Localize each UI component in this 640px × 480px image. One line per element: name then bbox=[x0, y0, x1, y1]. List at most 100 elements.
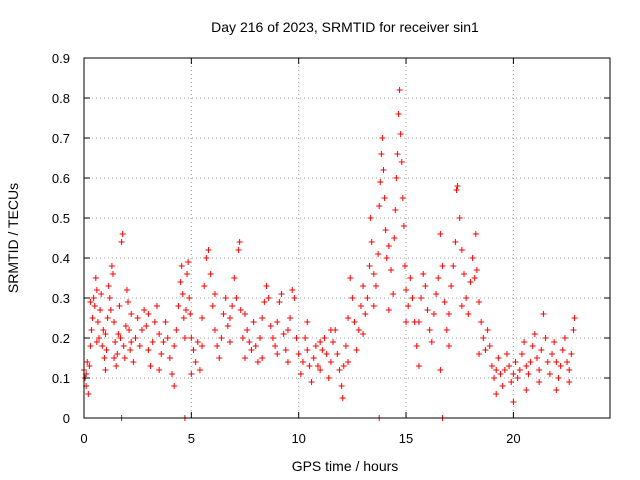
data-point bbox=[138, 327, 145, 333]
data-point bbox=[540, 311, 547, 317]
data-point bbox=[304, 319, 311, 325]
data-point bbox=[99, 343, 106, 349]
data-point bbox=[287, 315, 294, 321]
y-tick-label: 0.2 bbox=[52, 331, 70, 346]
data-point bbox=[101, 355, 108, 361]
data-point bbox=[538, 347, 545, 353]
data-point bbox=[327, 327, 334, 333]
data-point bbox=[396, 87, 403, 93]
data-point bbox=[561, 335, 568, 341]
tick-layer: 0 0.1 0.2 0.3 0.4 0.5 0.6 0.7 0.8 0.9 0 5 10 15 20 bbox=[52, 51, 610, 446]
data-point bbox=[220, 311, 227, 317]
data-point bbox=[261, 299, 268, 305]
data-points bbox=[81, 87, 578, 421]
data-point bbox=[439, 263, 446, 269]
data-point bbox=[330, 339, 337, 345]
data-point bbox=[274, 319, 281, 325]
data-point bbox=[187, 311, 194, 317]
data-point bbox=[510, 371, 517, 377]
data-point bbox=[104, 315, 111, 321]
data-point bbox=[394, 151, 401, 157]
data-point bbox=[203, 255, 210, 261]
data-point bbox=[211, 291, 218, 297]
data-point bbox=[420, 271, 427, 277]
data-point bbox=[224, 323, 231, 329]
data-point bbox=[393, 175, 400, 181]
y-tick-label: 0.5 bbox=[52, 211, 70, 226]
data-point bbox=[397, 131, 404, 137]
data-point bbox=[401, 263, 408, 269]
data-point bbox=[497, 371, 504, 377]
data-point bbox=[145, 347, 152, 353]
data-point bbox=[237, 307, 244, 313]
data-point bbox=[531, 331, 538, 337]
data-point bbox=[297, 371, 304, 377]
data-point bbox=[222, 295, 229, 301]
data-point bbox=[488, 363, 495, 369]
data-point bbox=[546, 371, 553, 377]
data-point bbox=[564, 359, 571, 365]
data-point bbox=[557, 363, 564, 369]
y-tick-label: 0 bbox=[63, 411, 70, 426]
data-point bbox=[415, 319, 422, 325]
data-point bbox=[199, 315, 206, 321]
data-point bbox=[295, 351, 302, 357]
data-point bbox=[88, 327, 95, 333]
data-point bbox=[499, 383, 506, 389]
data-point bbox=[84, 359, 91, 365]
data-point bbox=[380, 167, 387, 173]
data-point bbox=[342, 343, 349, 349]
data-point bbox=[181, 335, 188, 341]
grid-layer bbox=[84, 58, 610, 418]
data-point bbox=[345, 359, 352, 365]
data-point bbox=[160, 339, 167, 345]
data-point bbox=[175, 303, 182, 309]
data-point bbox=[177, 279, 184, 285]
data-point bbox=[433, 291, 440, 297]
data-point bbox=[284, 327, 291, 333]
data-point bbox=[97, 307, 104, 313]
data-point bbox=[364, 295, 371, 301]
data-point bbox=[257, 335, 264, 341]
data-point bbox=[105, 283, 112, 289]
x-tick-label: 20 bbox=[506, 431, 520, 446]
data-point bbox=[315, 363, 322, 369]
y-axis-label: SRMTID / TECUs bbox=[5, 183, 21, 293]
data-point bbox=[321, 335, 328, 341]
data-point bbox=[465, 311, 472, 317]
data-point bbox=[480, 335, 487, 341]
data-point bbox=[226, 339, 233, 345]
data-point bbox=[94, 319, 101, 325]
data-point bbox=[96, 335, 103, 341]
data-point bbox=[454, 183, 461, 189]
data-point bbox=[171, 343, 178, 349]
data-point bbox=[516, 367, 523, 373]
data-point bbox=[166, 355, 173, 361]
data-point bbox=[375, 251, 382, 257]
data-point bbox=[293, 335, 300, 341]
data-point bbox=[106, 295, 113, 301]
data-point bbox=[252, 343, 259, 349]
data-point bbox=[109, 271, 116, 277]
data-point bbox=[424, 307, 431, 313]
data-point bbox=[123, 287, 130, 293]
data-point bbox=[403, 319, 410, 325]
data-point bbox=[87, 299, 94, 305]
data-point bbox=[114, 351, 121, 357]
data-point bbox=[467, 279, 474, 285]
data-point bbox=[127, 347, 134, 353]
data-point bbox=[413, 343, 420, 349]
data-point bbox=[491, 375, 498, 381]
data-point bbox=[93, 287, 100, 293]
data-point bbox=[367, 215, 374, 221]
data-point bbox=[484, 327, 491, 333]
data-point bbox=[274, 351, 281, 357]
data-point bbox=[377, 179, 384, 185]
data-point bbox=[376, 203, 383, 209]
data-point bbox=[216, 355, 223, 361]
data-point bbox=[534, 355, 541, 361]
y-tick-label: 0.6 bbox=[52, 171, 70, 186]
data-point bbox=[205, 247, 212, 253]
data-point bbox=[153, 303, 160, 309]
data-point bbox=[472, 231, 479, 237]
